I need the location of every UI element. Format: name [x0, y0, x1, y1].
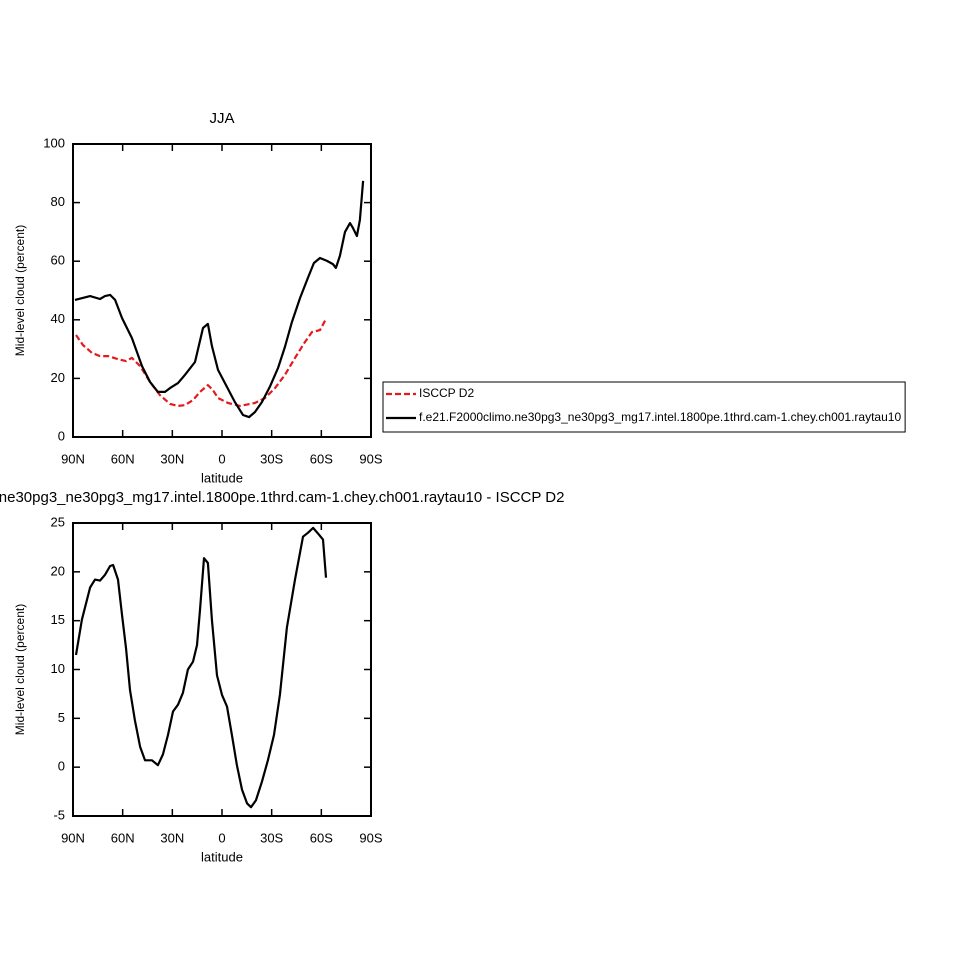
legend-label: f.e21.F2000climo.ne30pg3_ne30pg3_mg17.in… [419, 410, 901, 424]
y-axis-label: Mid-level cloud (percent) [13, 225, 27, 356]
plot-frame [72, 522, 372, 817]
chart-title: JJA [209, 110, 234, 127]
x-tick-label: 0 [218, 830, 225, 845]
y-tick-label: 5 [58, 710, 65, 725]
y-tick-label: 25 [51, 514, 65, 529]
x-tick-label: 90S [359, 451, 382, 466]
y-tick-label: 10 [51, 661, 65, 676]
y-tick-label: 80 [51, 194, 65, 209]
x-tick-label: 90N [61, 830, 85, 845]
y-tick-label: -5 [53, 807, 65, 822]
x-tick-label: 60S [310, 830, 333, 845]
y-tick-label: 60 [51, 253, 65, 268]
x-axis-label: latitude [201, 849, 243, 864]
data-line [75, 318, 327, 407]
x-tick-label: 60S [310, 451, 333, 466]
data-line [74, 526, 328, 809]
x-tick-label: 30S [260, 830, 283, 845]
y-tick-label: 20 [51, 370, 65, 385]
x-tick-label: 30N [160, 830, 184, 845]
y-tick-label: 15 [51, 612, 65, 627]
chart-title: f.e21.F2000climo.ne30pg3_ne30pg3_mg17.in… [0, 489, 564, 506]
legend: ISCCP D2 f.e21.F2000climo.ne30pg3_ne30pg3… [382, 381, 906, 433]
y-tick-label: 40 [51, 311, 65, 326]
x-tick-label: 90S [359, 830, 382, 845]
x-tick-label: 60N [111, 830, 135, 845]
legend-label: ISCCP D2 [419, 386, 474, 400]
y-tick-label: 20 [51, 563, 65, 578]
x-tick-label: 30S [260, 451, 283, 466]
y-tick-label: 0 [58, 759, 65, 774]
x-tick-label: 60N [111, 451, 135, 466]
y-tick-label: 100 [43, 135, 65, 150]
x-tick-label: 30N [160, 451, 184, 466]
plot-frame [72, 143, 372, 438]
y-axis-label: Mid-level cloud (percent) [13, 604, 27, 735]
data-line [74, 180, 365, 419]
x-tick-label: 0 [218, 451, 225, 466]
x-tick-label: 90N [61, 451, 85, 466]
legend-box [382, 381, 906, 433]
x-axis-label: latitude [201, 470, 243, 485]
y-tick-label: 0 [58, 428, 65, 443]
